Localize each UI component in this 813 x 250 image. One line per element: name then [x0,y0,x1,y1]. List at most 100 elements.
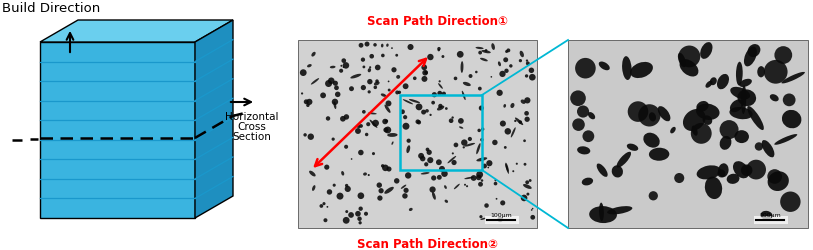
Circle shape [512,170,515,172]
Circle shape [524,97,530,103]
Circle shape [388,80,389,82]
Circle shape [529,74,536,80]
Ellipse shape [421,172,429,174]
Ellipse shape [781,72,805,84]
Circle shape [320,204,324,208]
Ellipse shape [520,51,524,57]
Circle shape [519,59,522,62]
Ellipse shape [311,78,320,84]
Ellipse shape [649,148,669,161]
Circle shape [379,188,384,193]
Circle shape [476,175,481,180]
Circle shape [406,138,411,143]
Bar [485,216,519,224]
Circle shape [303,133,307,136]
Circle shape [480,138,484,141]
Circle shape [526,192,529,196]
Circle shape [497,90,502,96]
Ellipse shape [401,185,406,189]
Circle shape [678,46,700,67]
Circle shape [429,186,436,193]
Circle shape [362,110,366,114]
Circle shape [342,66,345,68]
Ellipse shape [406,145,411,153]
Ellipse shape [729,107,753,119]
Circle shape [376,182,382,188]
Circle shape [332,138,335,141]
Text: 100μm: 100μm [759,213,780,218]
Ellipse shape [630,62,653,78]
Bar [754,216,788,224]
Ellipse shape [757,66,765,77]
Circle shape [424,71,428,74]
Ellipse shape [767,171,789,191]
Circle shape [494,179,497,181]
Ellipse shape [730,99,743,112]
Ellipse shape [447,156,456,163]
Ellipse shape [402,99,413,104]
Text: 100μm: 100μm [490,213,512,218]
Circle shape [528,68,534,73]
Circle shape [394,178,399,184]
Bar [400,95,482,170]
Ellipse shape [744,46,757,66]
Circle shape [375,65,380,70]
Circle shape [525,74,528,78]
Circle shape [324,164,329,170]
Circle shape [358,192,364,199]
Ellipse shape [730,87,750,99]
Ellipse shape [741,85,746,114]
Circle shape [388,88,390,92]
Circle shape [348,212,354,218]
Circle shape [363,66,365,68]
Circle shape [525,180,529,184]
Circle shape [395,54,398,57]
Circle shape [324,218,328,222]
Circle shape [403,115,407,119]
Circle shape [323,202,325,205]
Circle shape [441,92,446,96]
Circle shape [415,120,420,124]
Circle shape [361,85,366,90]
Ellipse shape [463,82,471,86]
Circle shape [486,160,493,166]
Circle shape [504,68,509,73]
Ellipse shape [734,130,749,143]
Ellipse shape [762,140,775,157]
Circle shape [471,175,476,181]
Circle shape [372,152,375,155]
Ellipse shape [476,157,487,162]
Circle shape [490,76,492,78]
Circle shape [764,60,788,84]
Ellipse shape [437,106,445,110]
Circle shape [372,120,379,126]
Circle shape [355,128,361,134]
Circle shape [717,170,725,177]
Circle shape [384,128,389,132]
Ellipse shape [454,184,460,189]
Circle shape [649,191,658,200]
Polygon shape [40,42,195,218]
Circle shape [426,148,429,151]
Circle shape [332,99,338,105]
Circle shape [509,64,512,68]
Circle shape [335,92,341,97]
Circle shape [481,128,485,131]
Ellipse shape [643,133,659,148]
Ellipse shape [506,163,509,172]
Circle shape [493,182,498,186]
Ellipse shape [462,91,466,100]
Ellipse shape [396,75,400,79]
Circle shape [358,150,363,155]
Circle shape [422,70,428,75]
Ellipse shape [658,106,671,121]
Circle shape [454,142,459,147]
Circle shape [382,164,389,171]
Circle shape [492,140,498,145]
Circle shape [479,106,484,110]
Circle shape [504,146,506,149]
Ellipse shape [611,165,623,177]
Circle shape [402,123,410,130]
Circle shape [775,46,792,64]
Text: Cross: Cross [237,122,267,132]
